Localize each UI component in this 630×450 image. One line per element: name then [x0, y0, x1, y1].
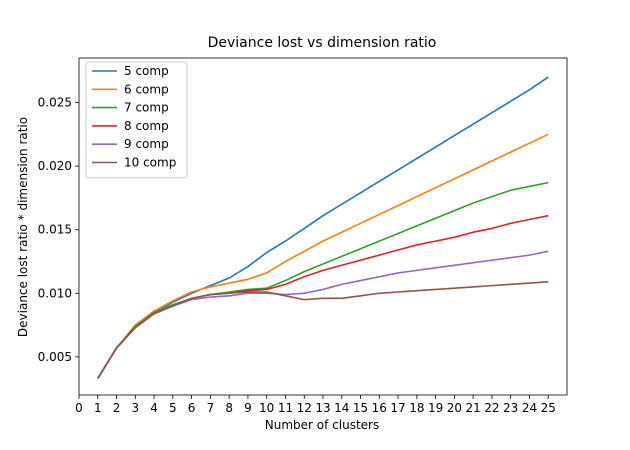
y-tick-label: 0.025	[38, 96, 72, 110]
x-tick-label: 2	[113, 401, 121, 415]
x-tick-label: 10	[259, 401, 274, 415]
x-tick-label: 13	[315, 401, 330, 415]
x-tick-label: 23	[503, 401, 518, 415]
x-tick-label: 11	[278, 401, 293, 415]
x-tick-label: 16	[372, 401, 387, 415]
x-tick-label: 18	[409, 401, 424, 415]
chart-title: Deviance lost vs dimension ratio	[208, 35, 437, 51]
y-tick-label: 0.005	[38, 350, 72, 364]
x-tick-label: 21	[466, 401, 481, 415]
x-tick-label: 0	[75, 401, 83, 415]
x-tick-label: 3	[131, 401, 139, 415]
series-layer	[97, 76, 549, 379]
legend: 5 comp 6 comp 7 comp 8 comp 9 comp 10 comp	[85, 61, 188, 179]
x-tick-label: 5	[169, 401, 177, 415]
x-tick-label: 4	[150, 401, 158, 415]
x-tick-label: 7	[207, 401, 215, 415]
x-tick-label: 24	[522, 401, 537, 415]
x-tick-label: 25	[541, 401, 556, 415]
series-line-1	[97, 76, 549, 379]
x-tick-label: 19	[428, 401, 443, 415]
x-tick-label: 9	[244, 401, 252, 415]
y-axis-label: Deviance lost ratio * dimension ratio	[16, 117, 30, 337]
legend-label: 5 comp	[124, 64, 169, 78]
legend-label: 7 comp	[124, 101, 169, 115]
x-tick-label: 14	[334, 401, 349, 415]
x-tick-label: 20	[447, 401, 462, 415]
legend-label: 9 comp	[124, 137, 169, 151]
legend-label: 6 comp	[124, 82, 169, 96]
x-tick-label: 6	[188, 401, 196, 415]
legend-label: 10 comp	[124, 156, 176, 170]
series-line-3	[97, 181, 549, 379]
x-axis: 0 1 2 3 4 5 6 7 8 9 10 11 12 13 14 15 16 17 18 19 20 21 22 23 24…	[75, 395, 556, 415]
y-tick-label: 0.020	[38, 159, 72, 173]
x-tick-label: 22	[484, 401, 499, 415]
y-tick-label: 0.010	[38, 286, 72, 300]
x-axis-label: Number of clusters	[265, 418, 379, 432]
x-tick-label: 8	[225, 401, 233, 415]
x-tick-label: 12	[297, 401, 312, 415]
series-line-2	[97, 133, 549, 379]
x-tick-label: 1	[94, 401, 102, 415]
y-axis: 0.005 0.010 0.015 0.020 0.025	[38, 96, 79, 364]
legend-label: 8 comp	[124, 119, 169, 133]
x-tick-label: 15	[353, 401, 368, 415]
legend-box	[85, 61, 188, 179]
x-tick-label: 17	[390, 401, 405, 415]
series-line-6	[97, 281, 549, 379]
y-tick-label: 0.015	[38, 223, 72, 237]
